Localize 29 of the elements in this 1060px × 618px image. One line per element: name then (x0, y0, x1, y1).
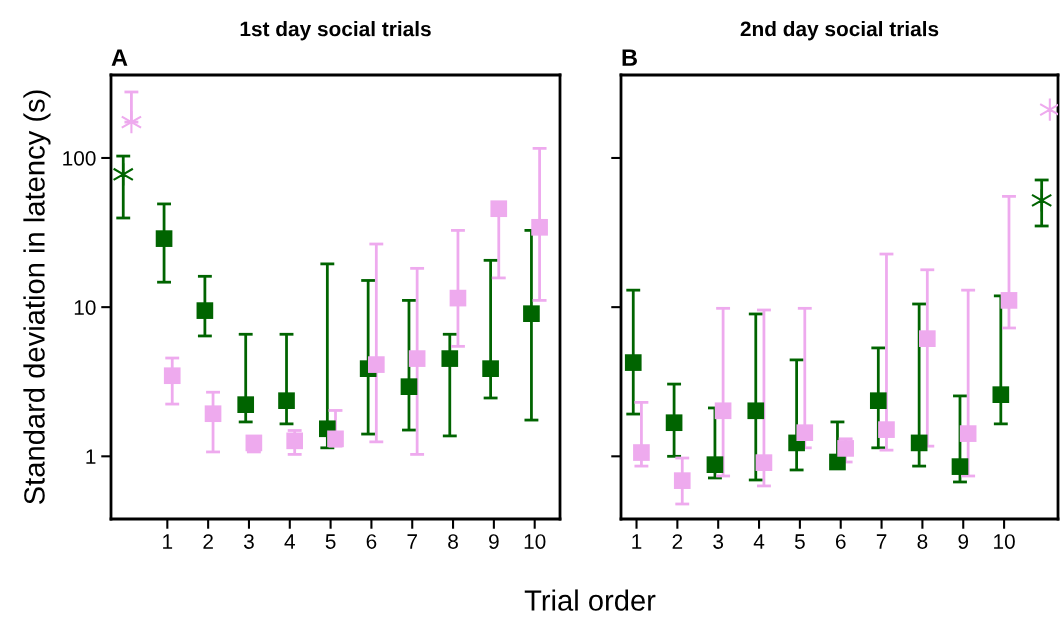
x-axis-title: Trial order (524, 589, 656, 611)
x-tick-label: 6 (366, 534, 377, 549)
x-tick-label: 5 (794, 534, 805, 549)
chart-title: 1st day social trials (240, 21, 431, 41)
x-tick-label: 4 (284, 534, 295, 549)
chart-title: 2nd day social trials (740, 21, 939, 41)
y-axis-title: Standard deviation in latency (s) (23, 90, 51, 504)
x-tick-label: 1 (163, 534, 173, 549)
x-tick-label: 7 (407, 534, 417, 549)
x-tick-label: 10 (524, 534, 546, 549)
x-tick-label: 2 (203, 534, 213, 549)
y-tick-label: 1 (86, 449, 96, 464)
x-tick-label: 3 (243, 534, 254, 549)
x-tick-label: 8 (917, 534, 928, 549)
x-tick-label: 9 (489, 534, 499, 549)
x-tick-label: 4 (753, 534, 765, 549)
x-tick-label: 3 (713, 534, 724, 549)
x-tick-label: 2 (672, 534, 683, 549)
x-tick-label: 6 (835, 534, 846, 549)
text: B (622, 49, 637, 66)
y-tick-label: 100 (63, 150, 96, 166)
y-tick-label: 10 (74, 300, 96, 315)
text: A (111, 49, 128, 66)
x-tick-label: 8 (448, 534, 458, 549)
x-tick-label: 7 (876, 534, 887, 549)
x-tick-label: 5 (325, 534, 336, 549)
x-tick-label: 9 (958, 534, 969, 549)
x-tick-label: 10 (994, 534, 1015, 549)
x-tick-label: 1 (632, 534, 642, 549)
